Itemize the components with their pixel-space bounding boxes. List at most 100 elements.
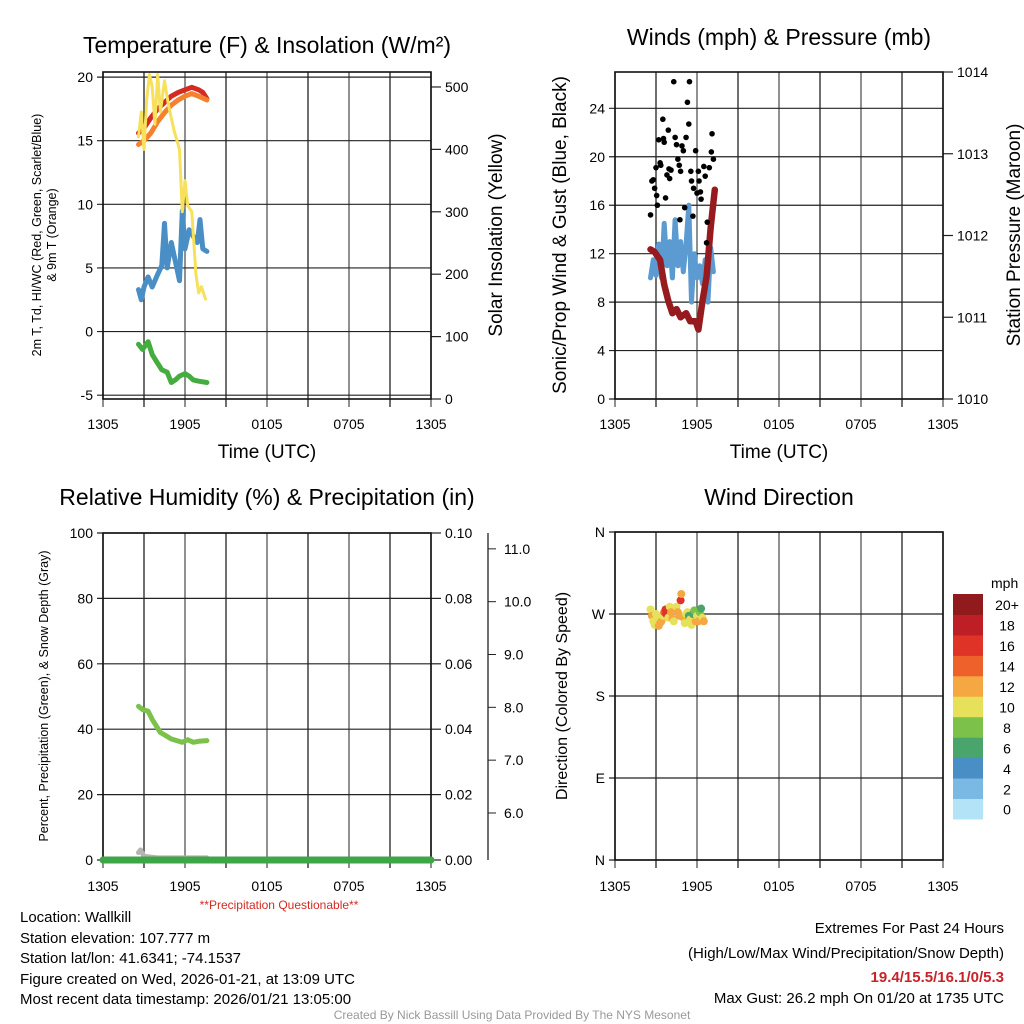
colorbar-label: 16 bbox=[999, 638, 1015, 654]
x-tick-label: 0705 bbox=[845, 878, 876, 894]
gust-point bbox=[704, 219, 711, 225]
right-tick-label: 0.02 bbox=[445, 787, 472, 803]
colorbar-bin bbox=[953, 737, 983, 759]
y-tick-label: 16 bbox=[589, 197, 605, 213]
x-tick-label: 1305 bbox=[87, 878, 118, 894]
precipitation-questionable-note: **Precipitation Questionable** bbox=[200, 898, 359, 912]
colorbar-label: 2 bbox=[1003, 781, 1011, 797]
gust-point bbox=[709, 130, 715, 137]
wind-direction-point bbox=[646, 605, 655, 614]
gust-point bbox=[686, 121, 692, 127]
x-tick-label: 1305 bbox=[415, 416, 446, 432]
y-tick-label: 20 bbox=[77, 787, 93, 803]
y-tick-label: 24 bbox=[589, 100, 605, 116]
wind-direction-point bbox=[667, 608, 676, 617]
right-tick-label: 0.04 bbox=[445, 721, 472, 737]
gust-point bbox=[657, 162, 664, 169]
y-tick-label: 80 bbox=[77, 590, 93, 606]
colorbar-label: 10 bbox=[999, 699, 1015, 715]
gust-point bbox=[690, 213, 696, 219]
right-tick-label: 0.10 bbox=[445, 525, 472, 541]
colorbar-bin bbox=[953, 757, 983, 779]
gust-point bbox=[677, 216, 683, 223]
y-tick-label: -5 bbox=[81, 387, 94, 403]
y-tick-label: 0 bbox=[597, 391, 605, 407]
right-tick-label: 1012 bbox=[957, 228, 988, 244]
dir-plot: 1305 1905 0105 0705 1305 N E S W N 0 2 4 6 8 10 12 14 16 18… bbox=[592, 524, 1019, 894]
gust-point bbox=[702, 173, 708, 179]
x-tick-label: 1305 bbox=[415, 878, 446, 894]
temp-x-axis-label: Time (UTC) bbox=[218, 442, 317, 463]
right-tick-label: 100 bbox=[445, 329, 469, 345]
wind-plot: 1305 1905 0105 0705 1305 0 4 8 12 16 20 24 1010 1011 1… bbox=[589, 64, 988, 432]
x-tick-label: 1305 bbox=[927, 878, 958, 894]
wind-direction-point bbox=[677, 589, 686, 598]
snow-tick-label: 9.0 bbox=[504, 647, 524, 663]
gust-point bbox=[650, 176, 657, 183]
colorbar-bin bbox=[953, 614, 983, 636]
gust-point bbox=[698, 196, 704, 202]
footer-latlon: Station lat/lon: 41.6341; -74.1537 bbox=[20, 950, 241, 967]
right-tick-label: 0.00 bbox=[445, 852, 472, 868]
temp-right-axis-label: Solar Insolation (Yellow) bbox=[486, 133, 507, 336]
colorbar-label: 4 bbox=[1003, 761, 1011, 777]
right-tick-label: 500 bbox=[445, 79, 469, 95]
gust-point bbox=[655, 137, 662, 143]
x-tick-label: 1305 bbox=[599, 878, 630, 894]
max-gust: Max Gust: 26.2 mph On 01/20 at 1735 UTC bbox=[714, 990, 1004, 1007]
y-tick-label: N bbox=[595, 852, 605, 868]
td-line bbox=[136, 339, 210, 385]
colorbar-label: 6 bbox=[1003, 740, 1011, 756]
gust-point bbox=[653, 192, 660, 199]
y-tick-label: W bbox=[592, 606, 606, 622]
gust-point bbox=[665, 127, 672, 133]
right-tick-label: 1014 bbox=[957, 64, 988, 80]
wind-direction-point bbox=[676, 596, 685, 605]
right-tick-label: 1010 bbox=[957, 391, 988, 407]
plot-frame bbox=[102, 71, 432, 400]
y-tick-label: 15 bbox=[77, 133, 93, 149]
y-tick-label: E bbox=[596, 770, 605, 786]
y-tick-label: 12 bbox=[589, 246, 605, 262]
9m-t-line bbox=[136, 91, 210, 147]
y-tick-label: 100 bbox=[70, 525, 94, 541]
gust-point bbox=[677, 168, 684, 175]
y-tick-label: 0 bbox=[85, 852, 93, 868]
gust-point bbox=[697, 189, 704, 195]
gust-point bbox=[688, 178, 695, 184]
colorbar-label: 14 bbox=[999, 659, 1015, 675]
rh-line bbox=[136, 703, 210, 745]
colorbar-label: 8 bbox=[1003, 720, 1011, 736]
temp-chart-title: Temperature (F) & Insolation (W/m²) bbox=[83, 32, 451, 58]
footer-elevation: Station elevation: 107.777 m bbox=[20, 930, 210, 947]
colorbar-title: mph bbox=[991, 575, 1018, 591]
colorbar-label: 18 bbox=[999, 618, 1015, 634]
right-tick-label: 1011 bbox=[957, 309, 987, 325]
footer-recent-timestamp: Most recent data timestamp: 2026/01/21 1… bbox=[20, 991, 351, 1008]
wind-chart-title: Winds (mph) & Pressure (mb) bbox=[627, 24, 931, 50]
gust-point bbox=[692, 147, 699, 154]
solar-insolation-line bbox=[137, 73, 207, 301]
gust-point bbox=[710, 156, 717, 162]
right-tick-label: 0.06 bbox=[445, 656, 472, 672]
y-tick-label: 8 bbox=[597, 294, 605, 310]
2m-t-line bbox=[136, 84, 210, 136]
colorbar-bin bbox=[953, 655, 983, 677]
x-tick-label: 0705 bbox=[333, 416, 364, 432]
extremes-subtitle: (High/Low/Max Wind/Precipitation/Snow De… bbox=[688, 945, 1004, 962]
colorbar-bin bbox=[953, 798, 983, 820]
gust-point bbox=[676, 162, 683, 169]
x-tick-label: 1305 bbox=[599, 416, 630, 432]
right-tick-label: 0.08 bbox=[445, 590, 472, 606]
gust-point bbox=[688, 168, 694, 175]
gust-point bbox=[661, 139, 667, 146]
gust-point bbox=[675, 156, 681, 162]
gust-point bbox=[654, 202, 661, 209]
gust-point bbox=[651, 185, 658, 192]
x-tick-label: 1905 bbox=[169, 416, 200, 432]
wind-right-axis-label: Station Pressure (Maroon) bbox=[1004, 124, 1024, 347]
gust-point bbox=[666, 175, 673, 182]
colorbar-bin bbox=[953, 634, 983, 656]
wind-direction-point bbox=[699, 617, 708, 626]
